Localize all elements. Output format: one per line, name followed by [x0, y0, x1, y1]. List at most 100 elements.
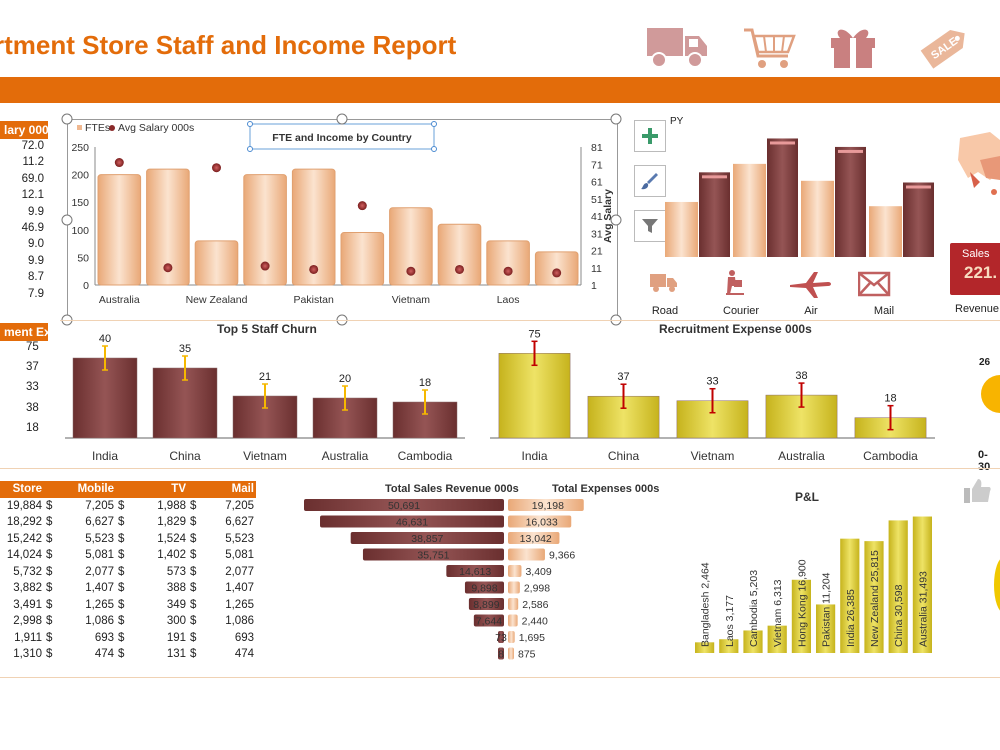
revenue-bar — [498, 647, 504, 660]
table-cell: 1,829 — [157, 516, 186, 529]
data-label: 40 — [99, 333, 111, 345]
x-tick-label: Australia — [99, 294, 140, 306]
revenue-bar — [320, 515, 504, 528]
expense-bar — [508, 631, 515, 643]
currency-symbol: $ — [190, 549, 197, 562]
expense-bar — [508, 581, 520, 594]
transport-bar-py — [835, 146, 866, 257]
expense-bar — [508, 499, 584, 511]
table-cell: 18,292 — [6, 516, 42, 529]
fte-bar[interactable] — [146, 168, 190, 286]
fte-bar[interactable] — [97, 174, 142, 286]
expense-label: 2,440 — [522, 616, 548, 628]
title-handle[interactable] — [431, 146, 437, 152]
expense-bar — [508, 614, 518, 627]
table-cell: 1,086 — [225, 615, 254, 628]
x-tick-label: China — [169, 449, 201, 463]
transport-label: Air — [804, 305, 818, 317]
pnl-label: Bangladesh 2,464 — [700, 562, 712, 647]
avg-salary-point[interactable] — [114, 158, 124, 168]
col-store: Store — [12, 483, 42, 496]
table-row: 1,310 $474 $131 $474 — [0, 646, 256, 663]
x-tick-label: Vietnam — [392, 294, 431, 306]
revenue-label: 38,857 — [411, 533, 443, 545]
title-handle[interactable] — [247, 146, 253, 152]
expense-label: 875 — [518, 649, 536, 661]
salary-value: 69.0 — [21, 172, 44, 185]
table-row: 2,998 $1,086 $300 $1,086 — [0, 613, 256, 630]
x-tick-label: China — [608, 449, 640, 463]
expense-label: 3,409 — [525, 566, 551, 578]
sales-card-value: 221. — [964, 263, 998, 282]
title-handle[interactable] — [431, 121, 437, 127]
avg-salary-point[interactable] — [163, 263, 173, 273]
hand-truck-icon — [726, 270, 744, 295]
transport-chart — [665, 138, 934, 257]
data-label: 75 — [528, 330, 540, 340]
sales-table: Store Mobile TV Mail 19,884 $7,205 $1,988 $… — [0, 481, 256, 663]
fte-bar[interactable] — [243, 174, 287, 286]
chart-elements-button[interactable] — [634, 120, 666, 152]
avg-salary-point[interactable] — [455, 264, 464, 274]
sales-card: Sales 221. — [950, 243, 1000, 295]
data-label: 18 — [884, 393, 896, 405]
transport-bar-highlight — [702, 175, 727, 179]
data-label: 35 — [179, 343, 191, 355]
avg-salary-point[interactable] — [552, 268, 562, 278]
avg-salary-point[interactable] — [212, 163, 221, 173]
fte-bar[interactable] — [437, 223, 482, 286]
fte-bar[interactable] — [340, 232, 385, 286]
data-label: 38 — [795, 370, 807, 382]
recruitment-title: Recruitment Expense 000s — [659, 322, 812, 336]
truck-icon — [647, 28, 707, 68]
table-cell: 2,077 — [225, 565, 254, 578]
expense-bar — [508, 515, 572, 528]
table-row: 1,911 $693 $191 $693 — [0, 630, 256, 647]
revenue-bar — [350, 532, 504, 544]
avg-salary-point[interactable] — [309, 264, 319, 274]
revenue-bar — [446, 565, 504, 577]
fte-bar[interactable] — [194, 240, 239, 286]
currency-symbol: $ — [118, 582, 125, 595]
pnl-label: Hong Kong 16,900 — [796, 559, 808, 647]
x-tick-label: Vietnam — [243, 449, 287, 463]
revenue-bar — [473, 614, 504, 627]
transport-label: Road — [651, 305, 679, 317]
shopping-cart-icon — [744, 28, 796, 68]
currency-symbol: $ — [118, 631, 125, 644]
gauge-range-label: 0-30 — [978, 449, 991, 473]
pnl-bar — [791, 579, 811, 653]
avg-salary-point[interactable] — [503, 266, 513, 276]
currency-symbol: $ — [46, 549, 53, 562]
y-tick-label: 250 — [71, 142, 89, 154]
fte-bar[interactable] — [486, 240, 530, 286]
fte-bar[interactable] — [291, 168, 336, 286]
currency-symbol: $ — [118, 532, 125, 545]
y2-tick-label: 11 — [591, 263, 602, 275]
y2-axis-label: Avg Salary — [602, 189, 614, 243]
title-handle[interactable] — [247, 121, 253, 127]
y-tick-label: 0 — [83, 280, 89, 292]
avg-salary-point[interactable] — [406, 266, 416, 276]
table-cell: 5,523 — [85, 532, 114, 545]
revenue-label: 73 — [495, 632, 507, 644]
revenue-label: 7,644 — [476, 616, 502, 628]
y2-tick-label: 61 — [591, 177, 603, 189]
chart-title-box[interactable] — [249, 123, 435, 150]
avg-salary-point[interactable] — [260, 261, 270, 271]
staff-churn-title: Top 5 Staff Churn — [217, 322, 317, 336]
sales-card-label: Sales — [962, 248, 990, 260]
pnl-title: P&L — [795, 490, 819, 504]
table-cell: 1,265 — [85, 598, 114, 611]
x-tick-label: Laos — [497, 294, 520, 306]
y-tick-label: 100 — [71, 225, 89, 237]
currency-symbol: $ — [46, 648, 53, 661]
currency-symbol: $ — [118, 549, 125, 562]
chart-styles-button[interactable] — [634, 165, 666, 197]
plus-icon — [642, 128, 658, 144]
avg-salary-point[interactable] — [357, 201, 367, 211]
fte-bar[interactable] — [389, 207, 433, 286]
salary-header: lary 000s — [0, 121, 55, 139]
expense-label: 1,695 — [519, 632, 545, 644]
